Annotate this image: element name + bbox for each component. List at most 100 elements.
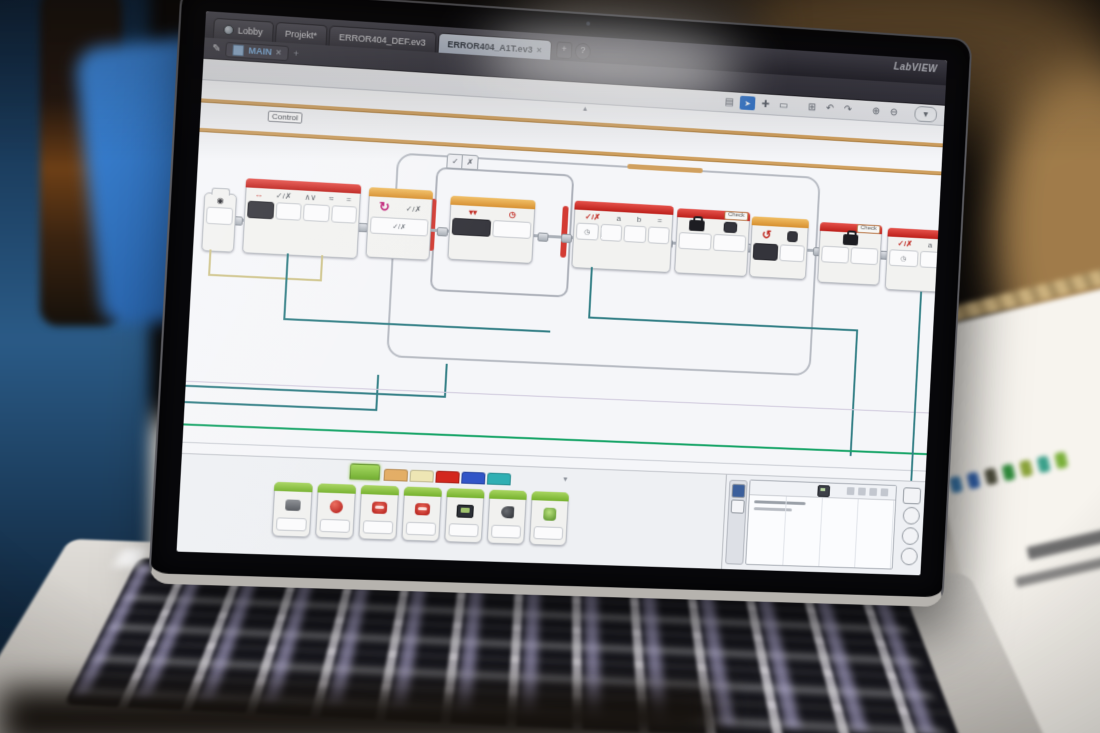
refresh-icon[interactable]: [880, 488, 889, 497]
tab-lobby[interactable]: Lobby: [212, 17, 274, 42]
port-view-tab[interactable]: [730, 499, 745, 514]
undo-icon[interactable]: ↶: [825, 102, 835, 114]
variable-block[interactable]: Check: [674, 208, 751, 277]
compare-block[interactable]: ✓/✗ a b = ◷: [884, 227, 944, 295]
data-wire-teal: [849, 329, 859, 457]
laptop-shadow: [0, 688, 720, 733]
brick-info-tab[interactable]: [731, 483, 746, 498]
palette-block-display[interactable]: [444, 488, 485, 544]
block-slot[interactable]: [850, 247, 879, 266]
block-slot[interactable]: [821, 245, 850, 264]
palette-expander-icon[interactable]: ▼: [561, 476, 569, 484]
block-slot[interactable]: [451, 217, 492, 237]
compare-block[interactable]: ✓/✗ a b = ◷: [571, 200, 674, 274]
add-program-button[interactable]: +: [293, 48, 299, 59]
brick-name-text: [754, 500, 806, 506]
block-slot[interactable]: ◷: [575, 222, 599, 241]
block-slot[interactable]: [779, 244, 805, 263]
zoom-out-icon[interactable]: ⊖: [889, 106, 899, 118]
port-column-divider: [889, 500, 895, 569]
redo-icon[interactable]: ↷: [843, 103, 853, 115]
block-slot[interactable]: [712, 233, 747, 253]
palette-tab-data[interactable]: [435, 470, 460, 484]
comment-tool-icon[interactable]: ▭: [778, 99, 789, 111]
labview-logo: LabVIEW: [893, 61, 938, 76]
tab-main-program[interactable]: MAIN ×: [225, 41, 289, 61]
close-tab-icon[interactable]: ×: [536, 44, 542, 55]
block-slot[interactable]: ◷: [888, 249, 919, 268]
download-button[interactable]: [902, 487, 922, 505]
bluetooth-icon[interactable]: [857, 487, 866, 496]
figurine: [1018, 459, 1034, 478]
block-slot: [275, 517, 307, 532]
sound-icon: [500, 506, 514, 519]
loop-icon: ↻: [378, 198, 391, 215]
palette-block-large-motor[interactable]: [314, 483, 357, 540]
round-icon: ≈: [328, 193, 334, 204]
operand-b-icon: b: [636, 214, 642, 225]
operand-a-icon: a: [927, 240, 933, 250]
value-chip: [723, 221, 738, 234]
globe-icon: [223, 24, 235, 35]
block-slot[interactable]: [274, 202, 302, 221]
tab-project[interactable]: Projekt*: [274, 21, 328, 46]
palette-block-move-steering[interactable]: [358, 484, 400, 541]
tab-label: ERROR404_DEF.ev3: [338, 31, 427, 48]
variable-name-label[interactable]: Check: [856, 224, 881, 235]
edit-tool-icon[interactable]: ✎: [211, 42, 222, 55]
palette-tab-advanced[interactable]: [461, 471, 486, 485]
loop-interrupt-block[interactable]: ↺: [748, 216, 810, 280]
loop-start-block[interactable]: ↻ ✓/✗ ✓/✗: [365, 187, 434, 261]
download-and-run-button[interactable]: [902, 506, 921, 525]
close-main-icon[interactable]: ×: [275, 47, 282, 58]
data-operations-block[interactable]: ↔ ✓/✗ ∧∨ ≈ =: [242, 178, 362, 260]
collapse-arrow-icon[interactable]: ▲: [581, 105, 589, 113]
run-selected-button[interactable]: [901, 527, 920, 546]
wait-block[interactable]: ▾▾ ◷: [447, 195, 536, 264]
block-slot[interactable]: [623, 225, 647, 244]
zoom-in-icon[interactable]: ⊕: [871, 105, 881, 117]
logic-slot-icon: ✓/✗: [392, 223, 407, 231]
control-comment-label[interactable]: Control: [267, 110, 303, 124]
logic-icon: ✓/✗: [405, 203, 422, 214]
usb-icon[interactable]: [846, 487, 855, 496]
figurine: [1001, 463, 1016, 482]
switch-case-false-tab[interactable]: ✗: [461, 154, 479, 171]
wifi-icon[interactable]: [869, 487, 878, 496]
help-button[interactable]: ?: [574, 42, 591, 61]
variable-block[interactable]: Check: [817, 222, 883, 286]
block-slot[interactable]: [492, 220, 532, 239]
palette-block-brick-status-light[interactable]: [529, 491, 570, 547]
block-slot[interactable]: [599, 223, 623, 242]
document-tool-icon[interactable]: ▤: [724, 96, 735, 108]
palette-block-sound[interactable]: [486, 489, 527, 545]
program-canvas[interactable]: ▲ Control ✓ ✗: [181, 80, 944, 482]
variable-name-label[interactable]: Check: [724, 210, 749, 222]
block-slot[interactable]: [647, 226, 670, 245]
medium-motor-icon: [284, 498, 301, 511]
block-slot[interactable]: [678, 232, 712, 251]
port-column-divider: [782, 496, 787, 566]
palette-block-move-tank[interactable]: [401, 486, 443, 542]
block-slot[interactable]: [330, 205, 358, 224]
palette-tab-flow[interactable]: [383, 468, 409, 482]
grid-icon[interactable]: ⊞: [807, 101, 817, 113]
block-slot[interactable]: [752, 242, 779, 261]
block-slot[interactable]: [302, 203, 330, 223]
pan-tool-icon[interactable]: ✚: [761, 98, 770, 110]
palette-block-medium-motor[interactable]: [271, 481, 313, 538]
panel-toggle-button[interactable]: ▾: [914, 105, 938, 123]
stop-button[interactable]: [900, 547, 919, 566]
block-slot[interactable]: ✓/✗: [369, 216, 429, 237]
display-icon: [455, 503, 474, 518]
palette-tab-myblocks[interactable]: [486, 472, 512, 486]
tab-label: ERROR404_A1T.ev3: [447, 38, 533, 55]
data-wire-yellow: [208, 273, 320, 282]
block-slot[interactable]: [205, 206, 234, 226]
add-project-tab-button[interactable]: +: [555, 41, 573, 60]
palette-tab-sensor[interactable]: [409, 469, 435, 483]
block-slot[interactable]: [247, 200, 274, 220]
pointer-tool-icon[interactable]: ➤: [739, 95, 756, 111]
start-block[interactable]: ◉: [201, 187, 238, 253]
palette-tab-action[interactable]: [349, 463, 381, 481]
